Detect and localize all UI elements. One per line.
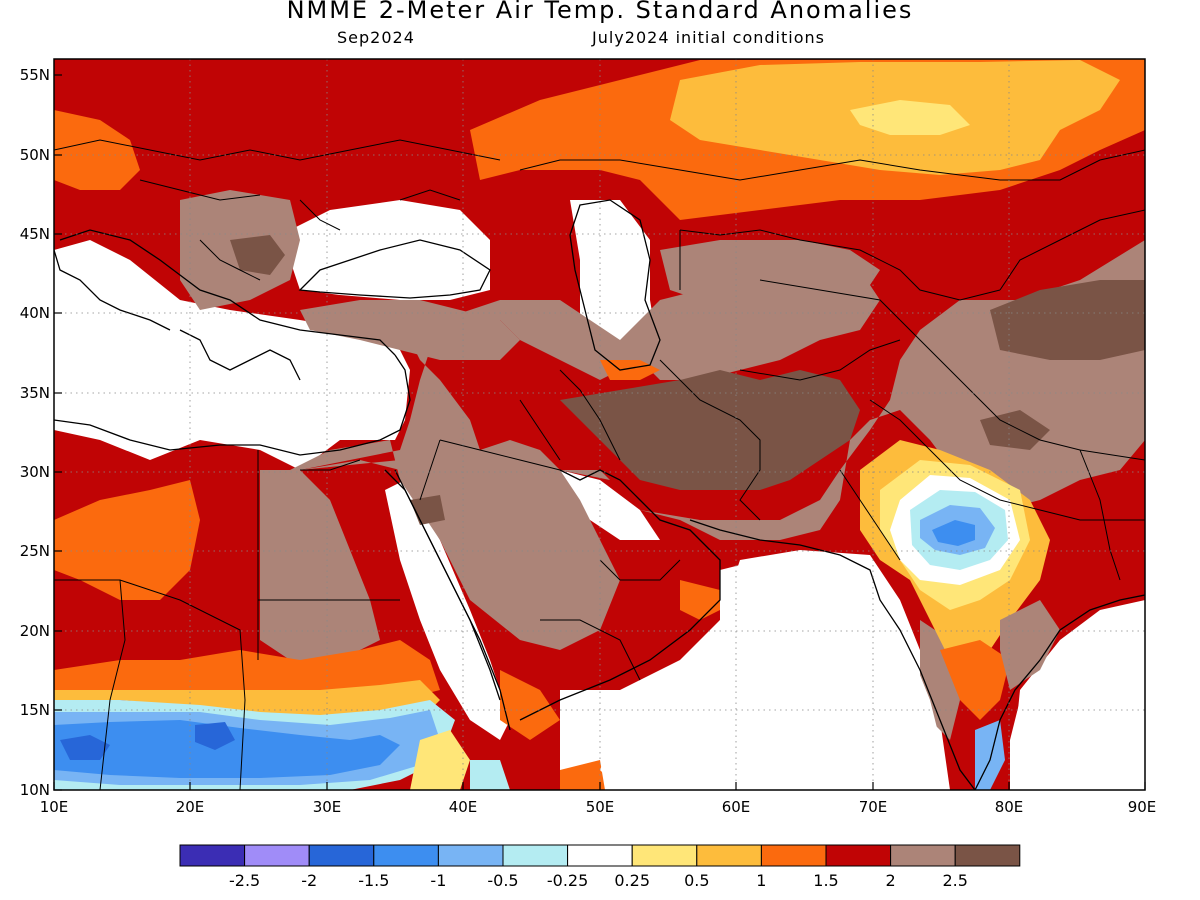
anomaly-darkblue-sahel [60, 735, 110, 760]
lon-label: 30E [313, 798, 342, 816]
lat-label: 30N [20, 463, 50, 481]
lon-label: 80E [995, 798, 1024, 816]
lat-label: 10N [20, 781, 50, 799]
colorbar-label: 2.5 [942, 871, 967, 890]
colorbar-swatch [567, 844, 633, 867]
colorbar-label: -2.5 [229, 871, 260, 890]
ocean-mask-arabian-sea-2 [600, 560, 945, 790]
anomaly-darkbrown-iran-afghan [560, 370, 860, 490]
longitude-labels: 10E 20E 30E 40E 50E 60E 70E 80E 90E [40, 798, 1157, 816]
colorbar-swatch [825, 844, 892, 867]
colorbar-label: -2 [301, 871, 317, 890]
colorbar-swatch [954, 844, 1021, 867]
forecast-month: Sep2024 [337, 28, 415, 47]
anomaly-brown-central-asia [660, 240, 880, 310]
anomaly-yellow-kazakh [850, 100, 970, 135]
colorbar-swatch [308, 844, 375, 867]
colorbar-label: -1.5 [358, 871, 389, 890]
coastlines [54, 199, 1145, 790]
anomaly-orange-libya [54, 480, 200, 600]
colorbar-label: -0.5 [487, 871, 518, 890]
colorbar-swatch [373, 844, 439, 867]
colorbar-swatch [890, 844, 956, 867]
anomaly-orange-somalia [560, 760, 605, 790]
colorbar-label: 1.5 [813, 871, 838, 890]
map-title: NMME 2-Meter Air Temp. Standard Anomalie… [286, 0, 914, 24]
colorbar-label: 0.25 [614, 871, 650, 890]
lat-label: 50N [20, 146, 50, 164]
anomaly-lightblue-south-india [975, 720, 1005, 790]
anomaly-brown-sahara [260, 470, 380, 660]
anomaly-cyan-somalia [470, 760, 510, 790]
anomaly-field [54, 59, 1145, 790]
lat-label: 55N [20, 66, 50, 84]
anomaly-orange-europe-west [54, 110, 140, 190]
anomaly-darkbrown-tibet [980, 410, 1050, 450]
lon-label: 70E [859, 798, 888, 816]
anomaly-brown-arabia [300, 450, 610, 600]
ocean-mask-red-sea [385, 480, 510, 740]
lat-label: 45N [20, 225, 50, 243]
colorbar-swatch [631, 844, 698, 867]
axis-ticks [53, 74, 1146, 791]
anomaly-orange-south-india [940, 640, 1010, 720]
latitude-labels: 55N 50N 45N 40N 35N 30N 25N 20N 15N 10N [20, 66, 50, 799]
lat-label: 15N [20, 701, 50, 719]
lon-label: 20E [176, 798, 205, 816]
colorbar-swatch [760, 844, 827, 867]
colorbar-label: 1 [756, 871, 766, 890]
lat-label: 40N [20, 304, 50, 322]
ocean-mask-persian-gulf [560, 470, 660, 540]
colorbar-label: -0.25 [547, 871, 588, 890]
anomaly-yellow-ethiopia [410, 730, 470, 790]
colorbar-label: -1 [430, 871, 446, 890]
ocean-mask-bay-2 [1010, 605, 1145, 790]
lat-label: 35N [20, 384, 50, 402]
anomaly-darkbrown-balkans [230, 235, 285, 275]
graticule [54, 59, 1145, 790]
anomaly-brown-turkey [300, 300, 520, 360]
anomaly-orange-horn [500, 670, 560, 740]
colorbar-swatch [696, 844, 762, 867]
colorbar-label: 2 [886, 871, 896, 890]
anomaly-orange-caspian-south [600, 360, 660, 380]
ocean-mask-black-sea [290, 200, 490, 300]
lat-label: 20N [20, 622, 50, 640]
anomaly-brown-east-india [1000, 600, 1060, 690]
ocean-mask-mediterranean [54, 240, 410, 470]
colorbar-swatch [179, 844, 246, 867]
lon-label: 10E [40, 798, 69, 816]
anomaly-darkblue-sahel-2 [195, 722, 235, 750]
anomaly-lightorange-sahel [54, 680, 440, 720]
colorbar-swatch [437, 844, 504, 867]
colorbar: -2.5 -2 -1.5 -1 -0.5 -0.25 0.25 0.5 1 1.5 2 2.5 [179, 844, 1021, 890]
colorbar-label: 0.5 [684, 871, 709, 890]
anomaly-darkblue-india [932, 520, 975, 546]
colorbar-swatch [244, 844, 310, 867]
lon-label: 90E [1128, 798, 1157, 816]
anomaly-blue-sahel [54, 720, 400, 778]
initial-conditions: July2024 initial conditions [592, 28, 825, 47]
colorbar-swatch [502, 844, 569, 867]
lon-label: 50E [586, 798, 615, 816]
lat-label: 25N [20, 542, 50, 560]
anomaly-darkbrown-tarim [990, 280, 1145, 360]
lon-label: 40E [449, 798, 478, 816]
lon-label: 60E [722, 798, 751, 816]
country-borders [54, 139, 1145, 790]
